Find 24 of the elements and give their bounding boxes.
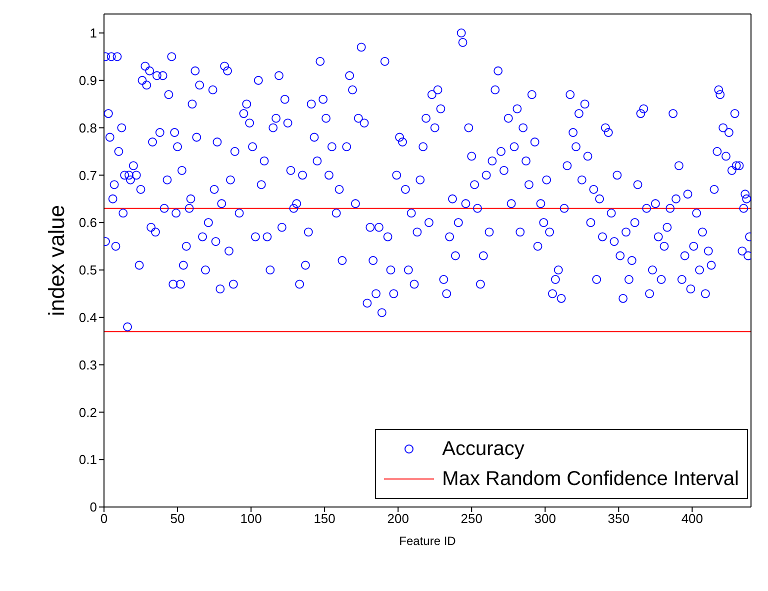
x-tick-label: 50 (170, 511, 185, 526)
x-tick-label: 100 (240, 511, 262, 526)
y-tick-label: 0.1 (78, 452, 97, 468)
y-tick-label: 1 (90, 26, 97, 41)
y-tick-label: 0.7 (78, 168, 97, 183)
y-tick-label: 0 (90, 500, 97, 515)
x-tick-label: 150 (314, 511, 336, 526)
y-tick-label: 0.3 (78, 357, 97, 372)
x-tick-label: 350 (608, 511, 630, 526)
x-axis-title: Feature ID (399, 534, 456, 548)
y-tick-label: 0.9 (78, 72, 97, 88)
x-tick-label: 0 (100, 511, 108, 526)
x-tick-label: 300 (534, 511, 556, 526)
legend-label: Accuracy (442, 438, 524, 460)
y-tick-label: 0.8 (78, 120, 97, 136)
y-tick-label: 0.4 (78, 310, 97, 325)
y-axis-title: index value (44, 204, 69, 316)
x-tick-label: 200 (387, 511, 409, 526)
y-tick-label: 0.6 (78, 215, 97, 230)
x-tick-label: 400 (681, 511, 704, 526)
x-tick-label: 250 (460, 511, 482, 526)
legend-label: Max Random Confidence Interval (442, 468, 739, 490)
y-tick-label: 0.5 (78, 262, 97, 278)
y-tick-label: 0.2 (78, 404, 97, 420)
